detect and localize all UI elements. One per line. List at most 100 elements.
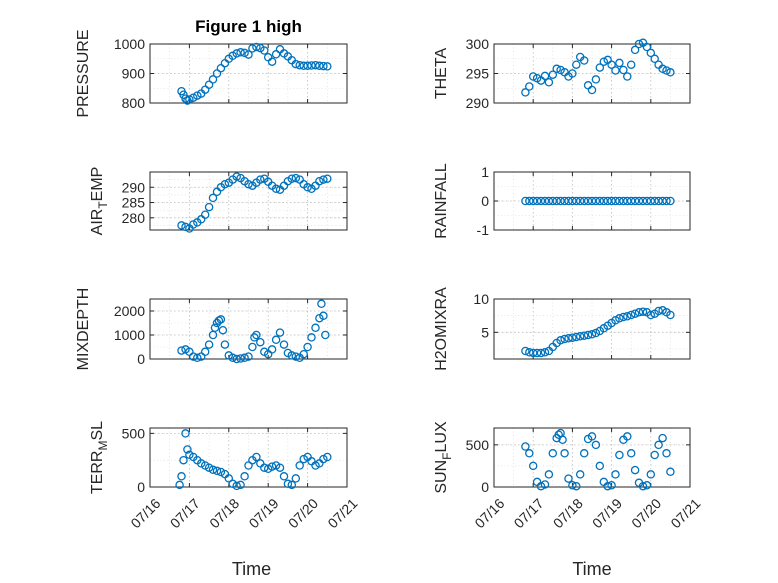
data-point xyxy=(642,481,652,490)
data-point xyxy=(295,60,304,70)
data-point xyxy=(319,61,328,71)
y-tick-label: 10 xyxy=(473,291,489,307)
data-point xyxy=(311,323,320,333)
data-point xyxy=(619,312,628,322)
y-axis-label-subscript: F xyxy=(440,453,454,460)
series-sun_flux xyxy=(521,428,675,491)
data-point xyxy=(572,481,581,491)
series-mixdepth xyxy=(177,299,330,364)
data-point xyxy=(279,340,289,349)
data-point xyxy=(260,463,269,472)
data-point xyxy=(248,342,257,352)
data-point xyxy=(611,196,620,206)
data-point xyxy=(626,60,636,69)
y-axis-label: MIXDEPTH xyxy=(75,288,92,371)
series-theta xyxy=(521,38,675,97)
data-point xyxy=(179,455,188,465)
axes-rainfall: -1 0 1 RAINFALL xyxy=(433,163,691,239)
axes-frame xyxy=(149,171,348,231)
y-tick-label: 290 xyxy=(466,95,490,111)
x-axis-label: Time xyxy=(232,559,271,579)
y-tick-label: 0 xyxy=(137,351,145,367)
data-point xyxy=(248,44,257,53)
data-point xyxy=(544,78,554,87)
data-point xyxy=(599,57,609,66)
data-point xyxy=(615,450,624,460)
data-point xyxy=(236,480,245,490)
data-point xyxy=(638,307,648,316)
data-point xyxy=(244,179,253,189)
data-point xyxy=(307,61,316,70)
data-point xyxy=(244,50,253,59)
data-point xyxy=(196,459,206,468)
y-tick-label: 1000 xyxy=(114,36,145,52)
data-point xyxy=(525,82,534,91)
data-point xyxy=(291,352,301,361)
data-point xyxy=(279,472,289,481)
data-point xyxy=(287,480,297,490)
data-point xyxy=(615,314,624,323)
y-tick-label: 285 xyxy=(122,195,146,211)
data-point xyxy=(216,315,226,324)
data-point xyxy=(650,450,659,460)
data-point xyxy=(646,48,656,58)
y-tick-label: -1 xyxy=(477,222,490,238)
y-axis-label-subscript: M xyxy=(96,441,110,451)
data-point xyxy=(252,42,261,52)
series-terr_msl xyxy=(175,429,332,491)
data-point xyxy=(572,60,581,69)
data-point xyxy=(630,465,640,475)
data-point xyxy=(218,325,228,335)
data-point xyxy=(615,58,624,68)
data-point xyxy=(208,465,218,475)
data-point xyxy=(204,202,214,212)
y-axis-label: THETA xyxy=(433,48,450,100)
data-point xyxy=(177,221,186,230)
axes-h2omixra: 5 10 H2OMIXRA xyxy=(433,287,691,371)
data-point xyxy=(317,299,326,309)
data-point xyxy=(607,60,616,69)
data-point xyxy=(630,196,640,206)
data-point xyxy=(595,461,605,471)
data-point xyxy=(200,347,210,357)
data-point xyxy=(295,461,304,470)
data-point xyxy=(189,352,198,361)
data-point xyxy=(232,49,241,58)
data-point xyxy=(532,196,542,206)
data-point xyxy=(323,62,332,71)
data-point xyxy=(572,332,581,342)
axes-frame xyxy=(493,427,691,488)
data-point xyxy=(210,323,220,333)
data-point xyxy=(575,470,585,479)
y-axis-label-part: EMP xyxy=(89,167,106,202)
data-point xyxy=(540,348,550,357)
data-point xyxy=(564,474,573,483)
data-point xyxy=(591,440,601,450)
data-point xyxy=(611,66,620,75)
data-point xyxy=(204,80,214,89)
data-point xyxy=(650,196,659,206)
data-point xyxy=(603,481,612,491)
data-point xyxy=(175,480,184,490)
data-point xyxy=(256,337,265,347)
y-axis-label: SUNFLUX xyxy=(433,421,454,494)
data-point xyxy=(315,176,324,186)
data-point xyxy=(177,472,186,481)
data-point xyxy=(183,445,192,454)
data-point xyxy=(544,470,554,479)
data-point xyxy=(323,452,332,462)
data-point xyxy=(319,175,328,184)
data-point xyxy=(595,63,605,72)
y-tick-label: 300 xyxy=(466,36,490,52)
data-point xyxy=(587,330,597,339)
data-point xyxy=(626,310,636,320)
data-point xyxy=(287,351,297,360)
data-point xyxy=(564,334,573,343)
data-point xyxy=(177,346,186,355)
data-point xyxy=(291,59,301,69)
data-point xyxy=(579,449,589,458)
data-point xyxy=(536,196,546,206)
y-tick-label: 0 xyxy=(481,479,489,495)
data-point xyxy=(291,474,301,483)
